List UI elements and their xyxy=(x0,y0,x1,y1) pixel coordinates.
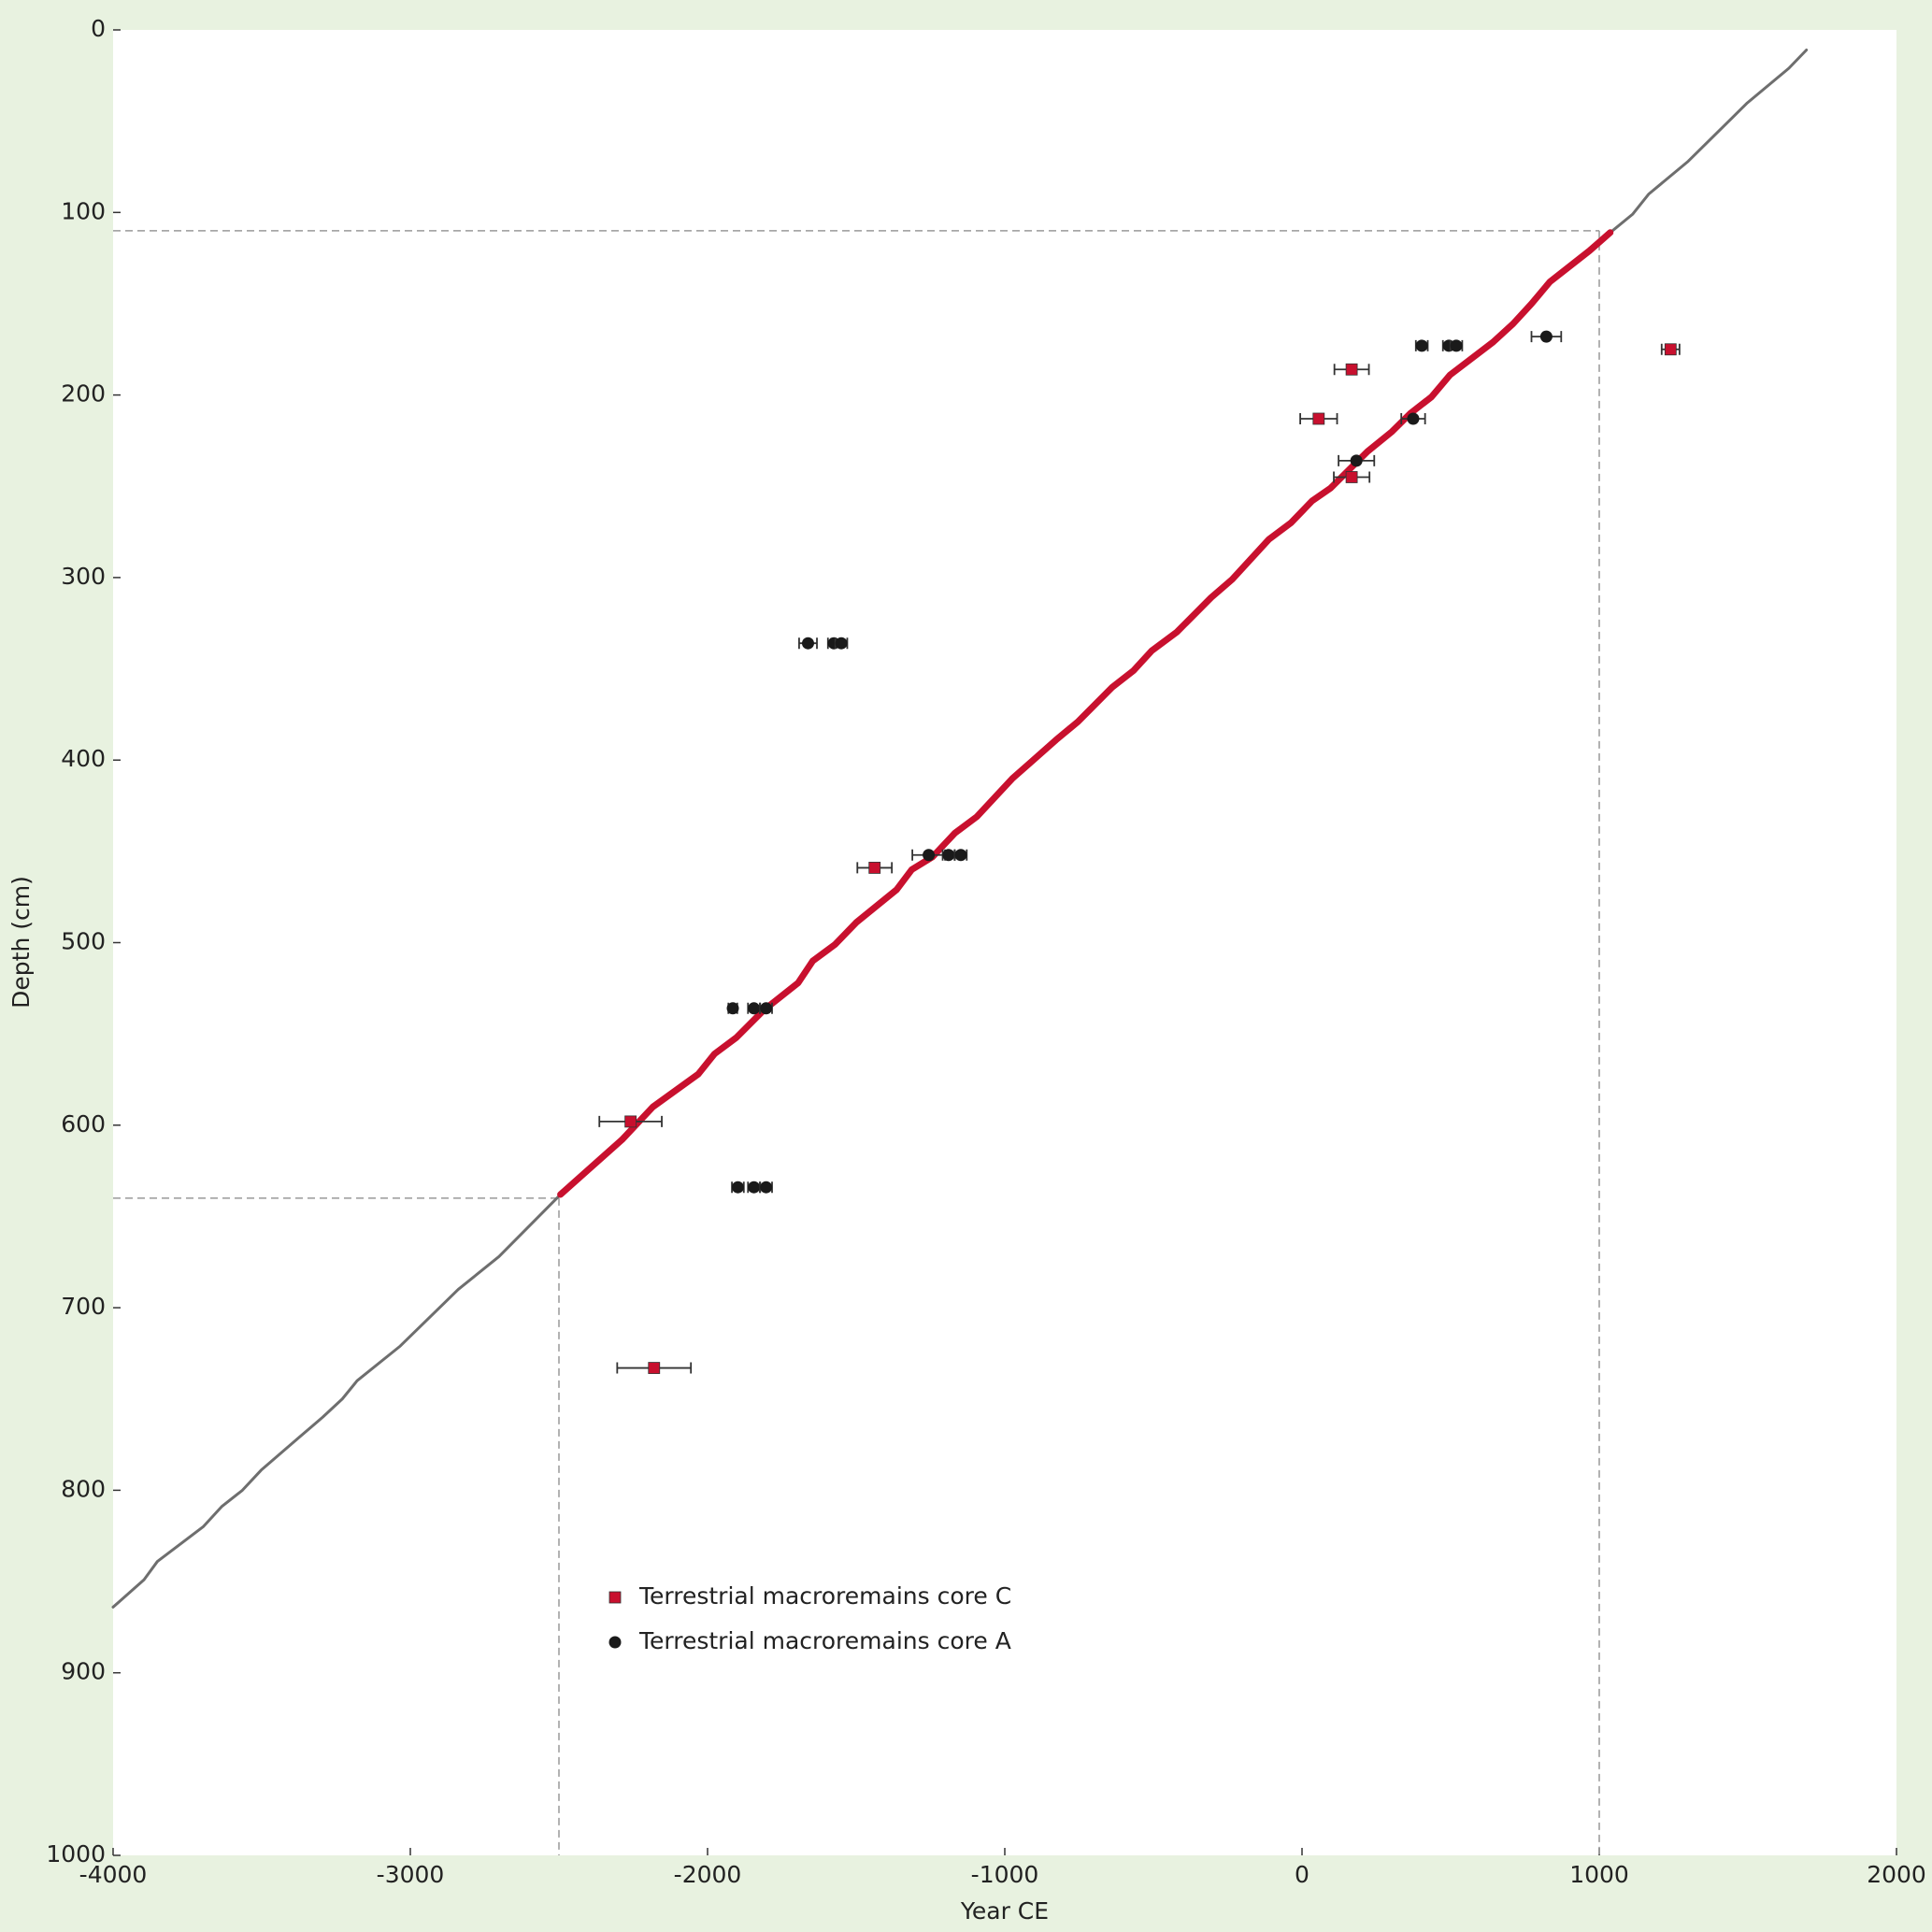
data-point xyxy=(731,1181,744,1194)
x-tick-label: 1000 xyxy=(1569,1861,1629,1888)
y-tick-label: 200 xyxy=(61,380,106,408)
data-point xyxy=(624,1115,637,1128)
y-tick-label: 0 xyxy=(91,15,106,42)
data-point xyxy=(1350,454,1363,467)
data-point xyxy=(648,1362,661,1374)
y-tick-label: 900 xyxy=(61,1658,106,1685)
x-tick-label: -4000 xyxy=(79,1861,148,1888)
age-depth-line xyxy=(557,229,1614,1198)
y-tick-label: 100 xyxy=(61,197,106,224)
y-tick-label: 1000 xyxy=(46,1840,106,1868)
data-point xyxy=(1450,339,1463,352)
y-tick-label: 500 xyxy=(61,928,106,955)
x-tick-label: -1000 xyxy=(971,1861,1039,1888)
data-point xyxy=(1312,412,1325,425)
data-point xyxy=(760,1181,773,1194)
y-tick-label: 600 xyxy=(61,1110,106,1138)
y-tick-label: 300 xyxy=(61,563,106,590)
data-point xyxy=(954,849,967,862)
data-point xyxy=(748,1181,761,1194)
y-tick-label: 800 xyxy=(61,1475,106,1502)
y-axis-label: Depth (cm) xyxy=(7,876,35,1009)
legend-marker xyxy=(608,1591,622,1604)
data-point xyxy=(923,849,936,862)
legend-marker xyxy=(608,1636,622,1649)
data-point xyxy=(1539,330,1553,343)
x-axis-label: Year CE xyxy=(960,1897,1049,1925)
data-point xyxy=(760,1002,773,1015)
x-tick-label: -3000 xyxy=(377,1861,445,1888)
data-point xyxy=(942,849,955,862)
legend-label: Terrestrial macroremains core A xyxy=(638,1627,1011,1654)
data-point xyxy=(1664,343,1677,356)
data-point xyxy=(835,637,848,650)
y-tick-label: 400 xyxy=(61,745,106,772)
x-tick-label: 0 xyxy=(1295,1861,1309,1888)
data-point xyxy=(1407,412,1420,425)
legend-label: Terrestrial macroremains core C xyxy=(638,1582,1011,1610)
data-point xyxy=(1345,471,1358,483)
y-tick-label: 700 xyxy=(61,1293,106,1320)
x-tick-label: 2000 xyxy=(1867,1861,1926,1888)
data-point xyxy=(1415,339,1428,352)
x-tick-label: -2000 xyxy=(674,1861,742,1888)
data-point xyxy=(1345,363,1358,376)
data-point xyxy=(726,1002,739,1015)
data-point xyxy=(801,637,814,650)
data-point xyxy=(868,862,881,874)
data-point xyxy=(748,1002,761,1015)
